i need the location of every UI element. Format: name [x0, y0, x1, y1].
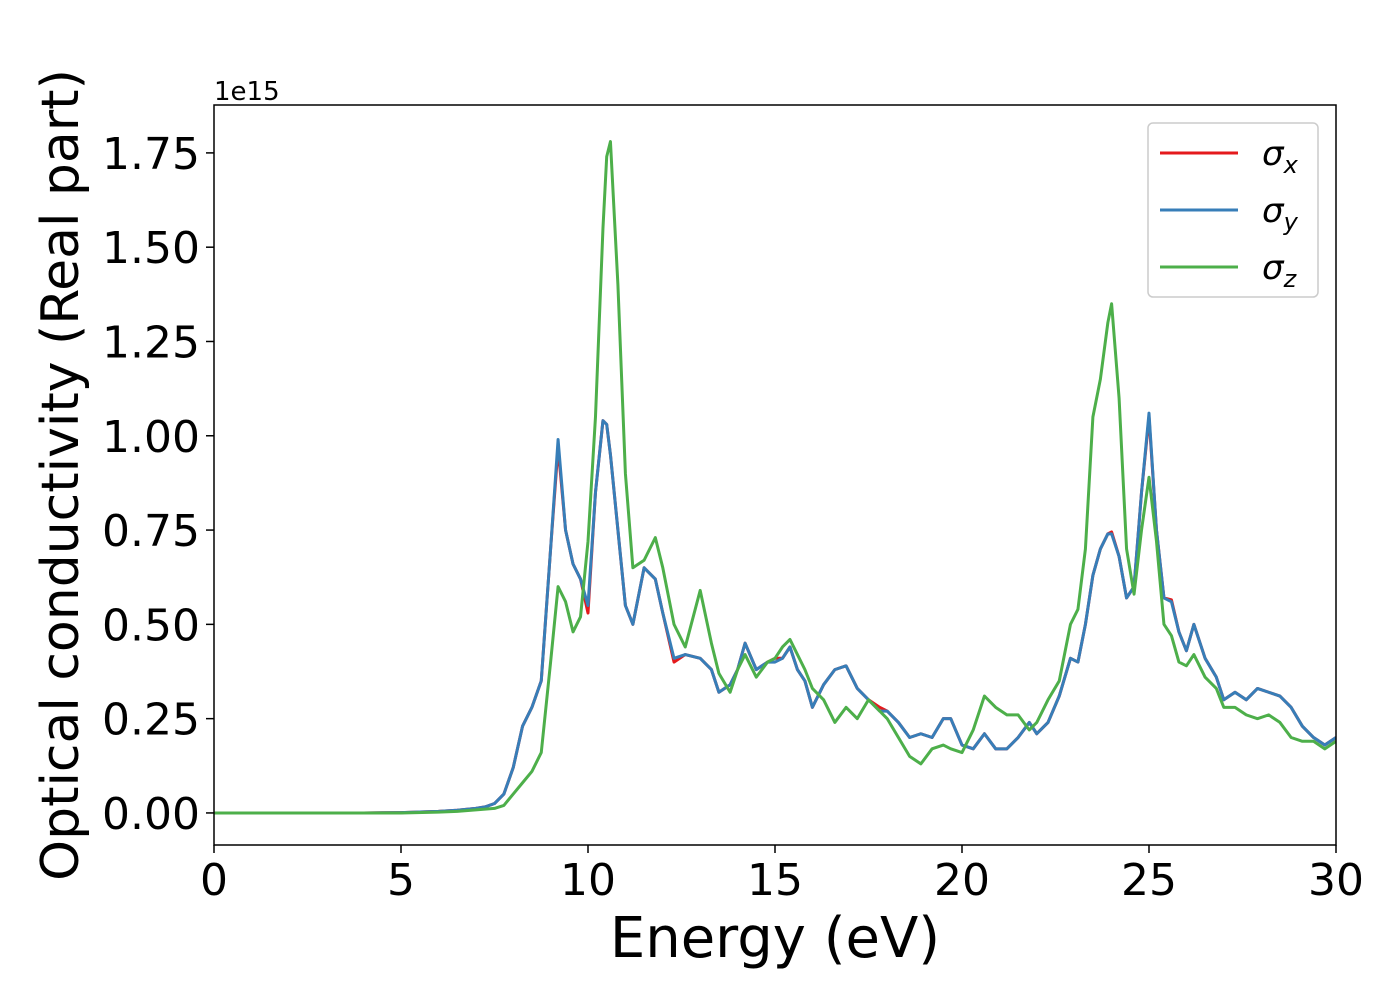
- x-tick-label: 25: [1121, 855, 1177, 906]
- y-tick-label: 1.25: [102, 317, 200, 368]
- x-tick-label: 0: [200, 855, 228, 906]
- y-tick-label: 1.75: [102, 129, 200, 180]
- y-tick-label: 0.50: [102, 600, 200, 651]
- legend-label: σy: [1262, 191, 1299, 236]
- legend-label: σz: [1262, 248, 1298, 293]
- y-axis-label: Optical conductivity (Real part): [31, 69, 91, 881]
- y-tick-label: 1.00: [102, 412, 200, 463]
- plot-frame: [213, 104, 1337, 846]
- x-tick-label: 10: [560, 855, 616, 906]
- y-offset-label: 1e15: [214, 77, 280, 107]
- y-tick-label: 0.00: [102, 789, 200, 840]
- series-line: [214, 140, 1336, 815]
- y-tick-label: 0.25: [102, 695, 200, 746]
- series-line: [214, 411, 1336, 815]
- x-tick-label: 20: [934, 855, 990, 906]
- x-tick-label: 5: [387, 855, 415, 906]
- y-tick-label: 1.50: [102, 223, 200, 274]
- series-line: [214, 415, 1336, 815]
- x-tick-label: 15: [747, 855, 803, 906]
- x-tick-label: 30: [1308, 855, 1364, 906]
- legend-label: σx: [1262, 134, 1299, 179]
- y-tick-label: 0.75: [102, 506, 200, 557]
- x-axis-label: Energy (eV): [610, 906, 940, 971]
